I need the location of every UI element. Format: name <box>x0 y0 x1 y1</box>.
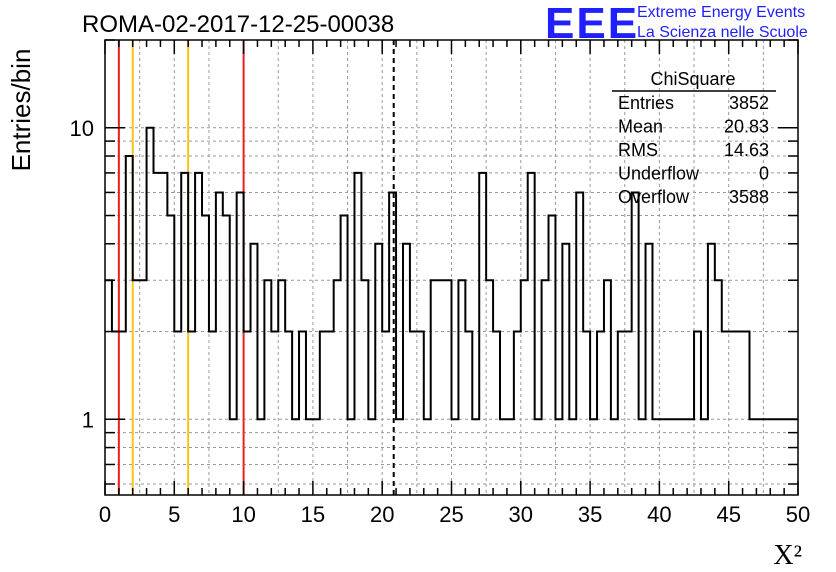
y-tick-label: 1 <box>82 407 94 432</box>
x-axis-label: X² <box>773 540 802 571</box>
run-title: ROMA-02-2017-12-25-00038 <box>82 11 394 38</box>
x-tick-label: 5 <box>168 502 180 527</box>
stats-row-value: 0 <box>759 164 769 184</box>
x-tick-label: 35 <box>578 502 602 527</box>
stats-row-label: Underflow <box>618 164 700 184</box>
x-tick-label: 10 <box>231 502 255 527</box>
x-tick-label: 45 <box>716 502 740 527</box>
x-tick-label: 20 <box>370 502 394 527</box>
stats-row-label: Overflow <box>618 187 690 207</box>
eee-subtitle-line2: La Scienza nelle Scuole <box>637 24 808 41</box>
vertical-marker-lines <box>117 40 395 495</box>
stats-box-rows: Entries 3852 Mean 20.83 RMS 14.63 Underflow 0 Ov… <box>618 93 769 207</box>
y-axis-label: Entries/bin <box>6 49 36 172</box>
axis-ticks <box>104 39 799 495</box>
eee-logo: EEE <box>545 0 640 48</box>
stats-row-label: RMS <box>618 140 658 160</box>
stats-row-label: Entries <box>618 93 674 113</box>
x-tick-label: 0 <box>99 502 111 527</box>
histogram-step-line <box>105 126 798 421</box>
eee-subtitle-line1: Extreme Energy Events <box>637 4 806 21</box>
y-tick-label: 10 <box>70 116 94 141</box>
stats-row-value: 14.63 <box>724 140 769 160</box>
x-tick-label: 30 <box>509 502 533 527</box>
stats-row-value: 20.83 <box>724 117 769 137</box>
x-tick-label: 25 <box>439 502 463 527</box>
x-tick-label: 40 <box>647 502 671 527</box>
x-tick-label: 50 <box>786 502 810 527</box>
stats-row-label: Mean <box>618 117 663 137</box>
stats-box-title: ChiSquare <box>650 69 735 89</box>
x-tick-label: 15 <box>301 502 325 527</box>
stats-row-value: 3588 <box>729 187 769 207</box>
tick-labels: 0 5 10 15 20 25 30 35 40 45 50 1 10 <box>70 116 811 527</box>
stats-row-value: 3852 <box>729 93 769 113</box>
stats-box: ChiSquare Entries 3852 Mean 20.83 RMS 14.63 Un… <box>612 69 776 207</box>
